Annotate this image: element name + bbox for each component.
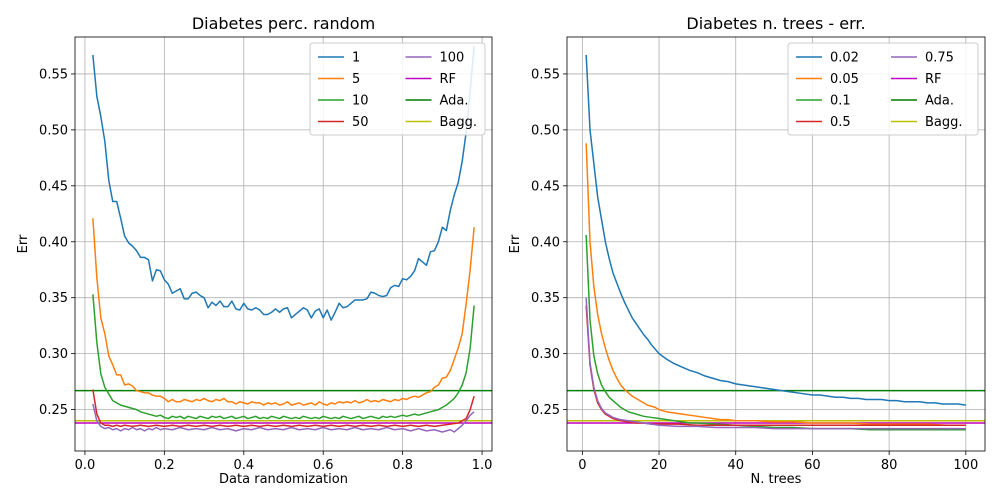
y-tick-label: 0.35 (39, 291, 68, 306)
y-tick-label: 0.35 (531, 291, 560, 306)
y-axis-label: Err (16, 234, 31, 253)
legend-label: 0.02 (830, 51, 859, 66)
x-tick-label: 40 (727, 458, 744, 473)
axes-frame (74, 36, 493, 452)
chart-title: Diabetes n. trees - err. (686, 14, 865, 33)
y-tick-label: 0.25 (531, 403, 560, 418)
x-tick-label: 0.0 (75, 458, 96, 473)
legend-label: 5 (352, 72, 360, 87)
legend-label: 0.05 (830, 72, 859, 87)
legend-label: RF (925, 72, 942, 87)
series-line-0-75 (585, 297, 966, 430)
legend-box (787, 42, 979, 136)
legend-label: 0.5 (830, 115, 851, 130)
series-line-50 (92, 389, 475, 428)
y-tick-label: 0.30 (39, 347, 68, 362)
y-tick-label: 0.50 (531, 123, 560, 138)
y-tick-label: 0.40 (531, 235, 560, 250)
x-tick-label: 0.6 (313, 458, 334, 473)
legend-label: Bagg. (925, 115, 963, 130)
legend-label: 50 (352, 115, 369, 130)
y-tick-label: 0.50 (39, 123, 68, 138)
chart-panel-1: 0.0 0.2 0.4 0.6 0.8 1.0 0.25 0.30 0.35 0.40 0.45 0.… (16, 14, 492, 487)
x-tick-label: 20 (651, 458, 668, 473)
legend-label: Ada. (925, 94, 954, 109)
legend-label: 10 (352, 94, 369, 109)
series-line-1 (92, 45, 475, 321)
y-tick-label: 0.45 (39, 179, 68, 194)
x-tick-label: 1.0 (472, 458, 493, 473)
series-line-0-1 (585, 235, 966, 431)
x-axis-label: N. trees (751, 472, 802, 487)
series-line-100 (92, 403, 475, 433)
x-tick-label: 0.8 (392, 458, 413, 473)
y-tick-label: 0.40 (39, 235, 68, 250)
legend-label: Bagg. (440, 115, 478, 130)
chart-panel-2: 0 20 40 60 80 100 0.25 0.30 0.35 0.40 0.45 0.50 0.55… (508, 14, 986, 487)
x-tick-label: 0.2 (154, 458, 175, 473)
x-tick-label: 0.4 (233, 458, 254, 473)
chart-title: Diabetes perc. random (192, 14, 375, 33)
x-axis-label: Data randomization (219, 472, 348, 487)
y-tick-label: 0.25 (39, 403, 68, 418)
series-line-10 (92, 294, 475, 420)
y-tick-label: 0.45 (531, 179, 560, 194)
x-tick-label: 80 (881, 458, 898, 473)
y-tick-label: 0.55 (39, 67, 68, 82)
series-line-0-05 (585, 143, 966, 427)
legend-label: RF (440, 72, 457, 87)
plot-area (75, 45, 492, 433)
y-tick-label: 0.55 (531, 67, 560, 82)
y-tick-label: 0.30 (531, 347, 560, 362)
x-tick-label: 60 (804, 458, 821, 473)
legend-label: 1 (352, 51, 360, 66)
legend-label: 0.1 (830, 94, 851, 109)
x-tick-label: 100 (953, 458, 978, 473)
x-tick-label: 0 (578, 458, 586, 473)
legend-label: Ada. (440, 94, 469, 109)
series-line-0-5 (585, 305, 966, 427)
series-line-5 (92, 218, 475, 406)
axes-frame (566, 36, 986, 452)
legend-box (309, 42, 486, 136)
legend-label: 100 (440, 51, 465, 66)
plot-area (567, 54, 985, 431)
series-line-0-02 (585, 54, 966, 406)
legend-label: 0.75 (925, 51, 954, 66)
legend: 1 5 10 50 100 RF Ada. Bagg. (309, 42, 486, 136)
y-axis-label: Err (508, 234, 523, 253)
legend: 0.02 0.05 0.1 0.5 0.75 RF Ada. Bagg. (787, 42, 979, 136)
